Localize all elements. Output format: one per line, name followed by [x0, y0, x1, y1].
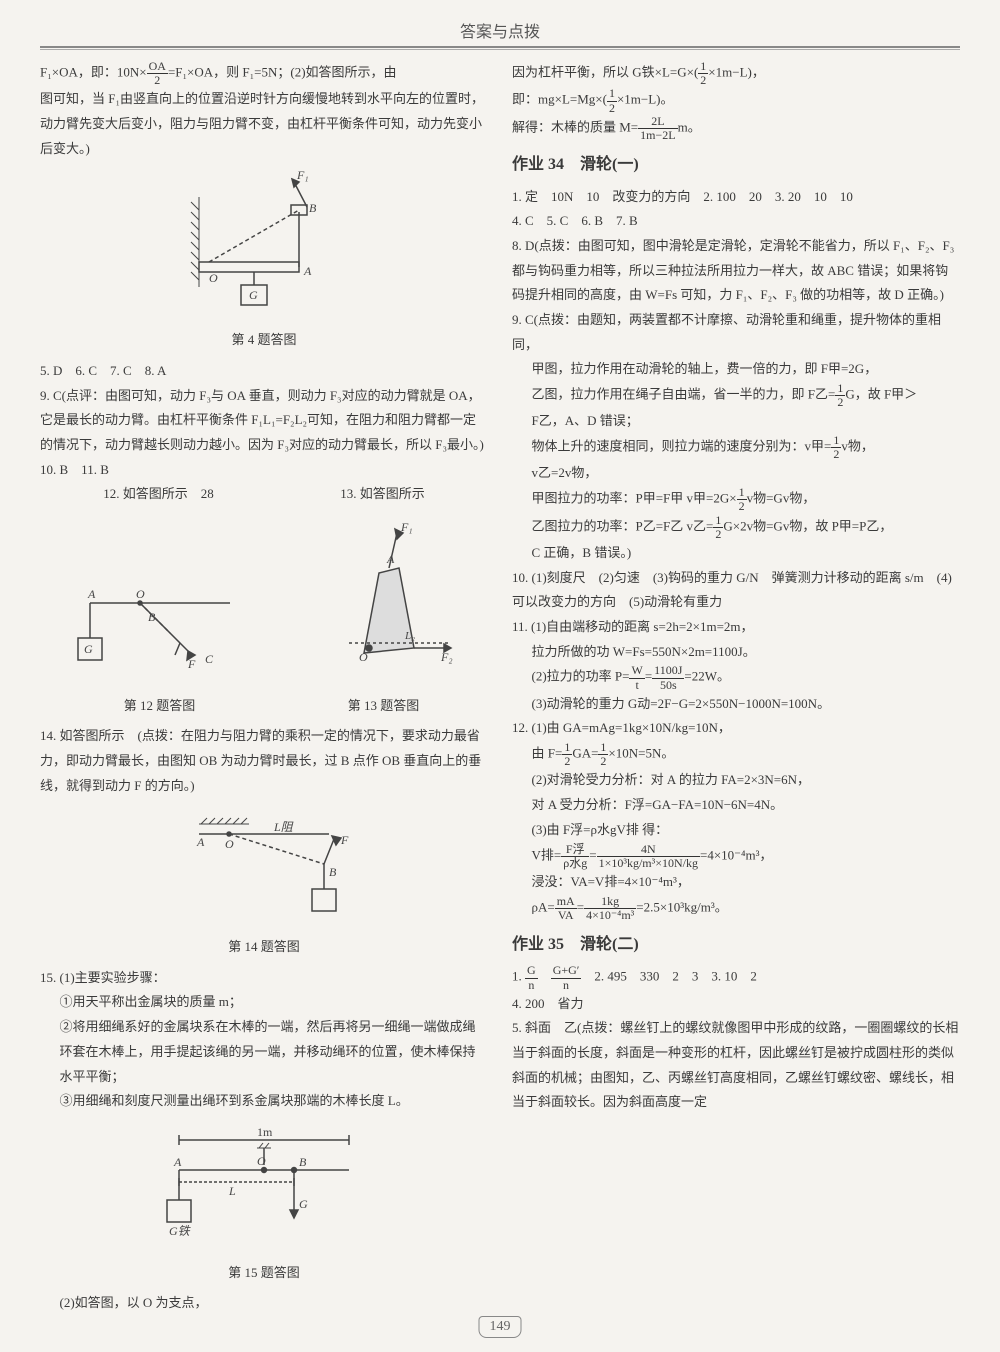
- text: 12. 如答图所示 28: [103, 482, 214, 507]
- text: (3)由 F浮=ρ水gV排 得：: [512, 818, 960, 843]
- page-number: 149: [479, 1316, 522, 1338]
- svg-text:G: G: [84, 642, 93, 656]
- hw35-title: 作业 35 滑轮(二): [512, 930, 960, 960]
- text: F₁×OA，即：10N×OA2=F₁×OA，则 F₁=5N；(2)如答图所示，由: [40, 60, 488, 87]
- text: 13. 如答图所示: [340, 482, 425, 507]
- text: ρA=mAVA=1kg4×10⁻⁴m³=2.5×10³kg/m³。: [512, 895, 960, 922]
- text: 4. 200 省力: [512, 992, 960, 1017]
- svg-text:L₂: L₂: [404, 630, 415, 642]
- header-rule: [40, 46, 960, 50]
- text: 物体上升的速度相同，则拉力端的速度分别为：v甲=12v物，: [512, 434, 960, 461]
- svg-text:O: O: [225, 837, 234, 851]
- text: ①用天平称出金属块的质量 m；: [40, 990, 488, 1015]
- text: 乙图拉力的功率：P乙=F乙 v乙=12G×2v物=Gv物，故 P甲=P乙，: [512, 514, 960, 541]
- text: 1. 定 10N 10 改变力的方向 2. 100 20 3. 20 10 10: [512, 185, 960, 210]
- text: ②将用细绳系好的金属块系在木棒的一端，然后再将另一细绳一端做成绳环套在木棒上，用…: [40, 1015, 488, 1089]
- svg-text:B: B: [299, 1155, 307, 1169]
- text: 1. Gn G+G′n 2. 495 330 2 3 3. 10 2: [512, 964, 960, 991]
- svg-text:A: A: [196, 835, 205, 849]
- figure-12-13: A O B F C G 第 12 题答图: [40, 507, 488, 724]
- text: 5. D 6. C 7. C 8. A: [40, 359, 488, 384]
- text: 甲图拉力的功率：P甲=F甲 v甲=2G×12v物=Gv物，: [512, 486, 960, 513]
- figure-14: A O L阻 B F 第 14 题答图: [40, 804, 488, 959]
- text: 因为杠杆平衡，所以 G铁×L=G×(12×1m−L)，: [512, 60, 960, 87]
- text: 9. C(点评：由图可知，动力 F₃与 OA 垂直，则动力 F₃对应的动力臂就是…: [40, 384, 488, 458]
- svg-text:O: O: [359, 650, 368, 664]
- figure-4: O A B F₁ G 第 4 题答图: [40, 167, 488, 352]
- svg-text:O: O: [209, 271, 218, 285]
- hw34-title: 作业 34 滑轮(一): [512, 150, 960, 180]
- text: v乙=2v物，: [512, 461, 960, 486]
- svg-text:F₁: F₁: [296, 168, 309, 182]
- right-column: 因为杠杆平衡，所以 G铁×L=G×(12×1m−L)， 即：mg×L=Mg×(1…: [512, 60, 960, 1316]
- figure-15: 1m A O B L G G铁 第 15 题答图: [40, 1120, 488, 1285]
- text: (2)如答图，以 O 为支点，: [40, 1291, 488, 1316]
- svg-text:A: A: [173, 1155, 182, 1169]
- text: 对 A 受力分析：F浮=GA−FA=10N−6N=4N。: [512, 793, 960, 818]
- text: 5. 斜面 乙(点拨：螺丝钉上的螺纹就像图甲中形成的纹路，一圈圈螺纹的长相当于斜…: [512, 1016, 960, 1115]
- svg-text:F: F: [340, 833, 349, 847]
- svg-text:F₂: F₂: [440, 650, 453, 664]
- svg-text:O: O: [257, 1154, 266, 1168]
- text: (2)对滑轮受力分析：对 A 的拉力 FA=2×3N=6N，: [512, 768, 960, 793]
- svg-text:1m: 1m: [257, 1125, 273, 1139]
- page-header: 答案与点拨: [40, 18, 960, 46]
- text: 12. (1)由 GA=mAg=1kg×10N/kg=10N，: [512, 716, 960, 741]
- svg-text:A: A: [87, 587, 96, 601]
- text: 即：mg×L=Mg×(12×1m−L)。: [512, 87, 960, 114]
- text: C 正确，B 错误。): [512, 541, 960, 566]
- text: 解得：木棒的质量 M=2L1m−2Lm。: [512, 115, 960, 142]
- text: 11. (1)自由端移动的距离 s=2h=2×1m=2m，: [512, 615, 960, 640]
- svg-text:B: B: [309, 201, 317, 215]
- text: 拉力所做的功 W=Fs=550N×2m=1100J。: [512, 640, 960, 665]
- fig14-caption: 第 14 题答图: [40, 935, 488, 960]
- fig13-caption: 第 13 题答图: [309, 694, 459, 719]
- text: 10. (1)刻度尺 (2)匀速 (3)钩码的重力 G/N 弹簧测力计移动的距离…: [512, 566, 960, 615]
- svg-text:L: L: [228, 1184, 236, 1198]
- text: (2)拉力的功率 P=Wt=1100J50s=22W。: [512, 664, 960, 691]
- svg-text:F₁: F₁: [400, 520, 413, 534]
- text: 10. B 11. B: [40, 458, 488, 483]
- text: 浸没：VA=V排=4×10⁻⁴m³，: [512, 870, 960, 895]
- text: 8. D(点拨：由图可知，图中滑轮是定滑轮，定滑轮不能省力，所以 F₁、F₂、F…: [512, 234, 960, 308]
- text: 甲图，拉力作用在动滑轮的轴上，费一倍的力，即 F甲=2G，: [512, 357, 960, 382]
- text: F乙，A、D 错误；: [512, 409, 960, 434]
- svg-text:F: F: [187, 657, 196, 671]
- text: 图可知，当 F₁由竖直向上的位置沿逆时针方向缓慢地转到水平向左的位置时，动力臂先…: [40, 87, 488, 161]
- svg-text:C: C: [205, 652, 214, 666]
- svg-text:G: G: [299, 1197, 308, 1211]
- svg-text:L阻: L阻: [273, 820, 294, 834]
- fig12-caption: 第 12 题答图: [70, 694, 250, 719]
- svg-text:B: B: [148, 610, 156, 624]
- text: 由 F=12GA=12×10N=5N。: [512, 741, 960, 768]
- text: ③用细绳和刻度尺测量出绳环到系金属块那端的木棒长度 L。: [40, 1089, 488, 1114]
- fig4-caption: 第 4 题答图: [40, 328, 488, 353]
- fig15-caption: 第 15 题答图: [40, 1261, 488, 1286]
- content-columns: F₁×OA，即：10N×OA2=F₁×OA，则 F₁=5N；(2)如答图所示，由…: [40, 60, 960, 1316]
- svg-text:A: A: [303, 264, 312, 278]
- svg-text:G: G: [249, 288, 258, 302]
- text: 14. 如答图所示 (点拨：在阻力与阻力臂的乘积一定的情况下，要求动力最省力，即…: [40, 724, 488, 798]
- svg-text:G铁: G铁: [169, 1224, 192, 1238]
- text: 乙图，拉力作用在绳子自由端，省一半的力，即 F乙=12G，故 F甲＞: [512, 382, 960, 409]
- text: V排=F浮ρ水g=4N1×10³kg/m³×10N/kg=4×10⁻⁴m³，: [512, 843, 960, 870]
- svg-text:A: A: [386, 552, 395, 566]
- left-column: F₁×OA，即：10N×OA2=F₁×OA，则 F₁=5N；(2)如答图所示，由…: [40, 60, 488, 1316]
- text: 15. (1)主要实验步骤：: [40, 966, 488, 991]
- svg-text:B: B: [329, 865, 337, 879]
- text: 9. C(点拨：由题知，两装置都不计摩擦、动滑轮重和绳重，提升物体的重相同，: [512, 308, 960, 357]
- text: (3)动滑轮的重力 G动=2F−G=2×550N−1000N=100N。: [512, 692, 960, 717]
- svg-text:O: O: [136, 587, 145, 601]
- text: 4. C 5. C 6. B 7. B: [512, 209, 960, 234]
